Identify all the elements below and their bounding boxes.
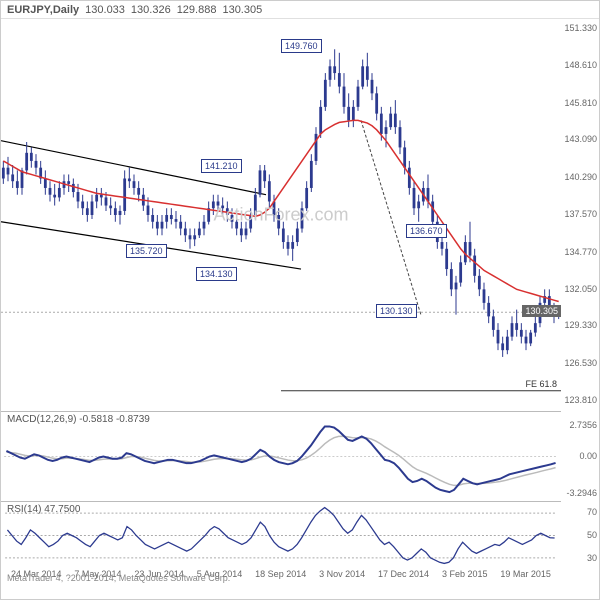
current-price-tag: 130.305 bbox=[522, 305, 561, 317]
price-annotation: 134.130 bbox=[196, 267, 237, 281]
footer-text: MetaTrader 4, ?2001-2014, MetaQuotes Sof… bbox=[7, 573, 230, 583]
price-chart-svg bbox=[1, 19, 561, 411]
rsi-panel[interactable]: RSI(14) 47.7500 bbox=[1, 501, 561, 569]
ohlc-h: 130.326 bbox=[131, 4, 171, 16]
fe-level-label: FE 61.8 bbox=[525, 379, 557, 389]
price-y-axis: 151.330148.610145.810143.090140.290137.5… bbox=[559, 19, 599, 411]
x-tick-label: 17 Dec 2014 bbox=[378, 569, 429, 585]
price-panel[interactable]: ActionForex.com 130.305 FE 61.8 149.7601… bbox=[1, 19, 561, 411]
price-annotation: 135.720 bbox=[126, 244, 167, 258]
rsi-chart-svg bbox=[1, 502, 561, 569]
x-tick-label: 3 Nov 2014 bbox=[319, 569, 365, 585]
ohlc-l: 129.888 bbox=[177, 4, 217, 16]
price-annotation: 141.210 bbox=[201, 159, 242, 173]
macd-chart-svg bbox=[1, 412, 561, 501]
x-tick-label: 19 Mar 2015 bbox=[500, 569, 551, 585]
macd-y-axis: 2.73560.00-3.2946 bbox=[559, 411, 599, 501]
price-annotation: 130.130 bbox=[376, 304, 417, 318]
symbol-timeframe: EURJPY,Daily bbox=[7, 4, 79, 16]
macd-panel[interactable]: MACD(12,26,9) -0.5818 -0.8739 bbox=[1, 411, 561, 501]
rsi-y-axis: 705030 bbox=[559, 501, 599, 569]
price-annotation: 136.670 bbox=[406, 224, 447, 238]
ohlc-c: 130.305 bbox=[222, 4, 262, 16]
x-tick-label: 18 Sep 2014 bbox=[255, 569, 306, 585]
ohlc-o: 130.033 bbox=[85, 4, 125, 16]
price-annotation: 149.760 bbox=[281, 39, 322, 53]
x-tick-label: 3 Feb 2015 bbox=[442, 569, 488, 585]
chart-header: EURJPY,Daily 130.033 130.326 129.888 130… bbox=[1, 1, 599, 19]
